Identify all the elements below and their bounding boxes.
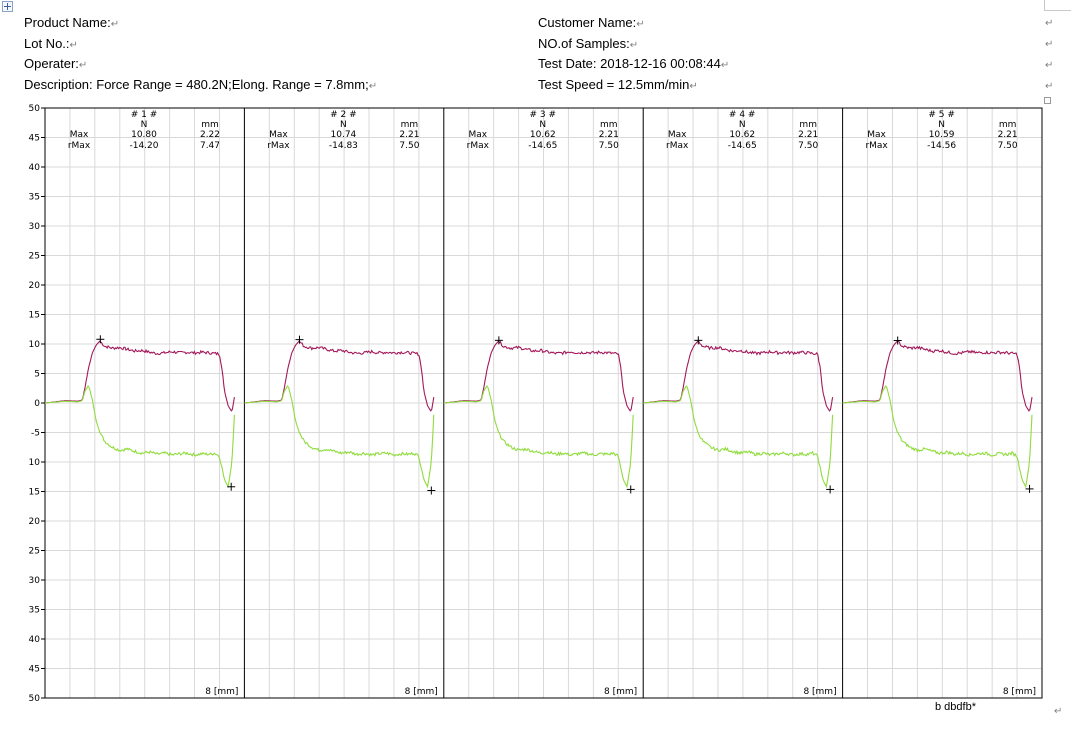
rmax-force-value: -14.65 bbox=[528, 141, 557, 151]
y-tick-label: 20 bbox=[29, 517, 41, 527]
rmax-label: rMax bbox=[267, 141, 290, 151]
y-tick-label: -5 bbox=[31, 429, 40, 439]
force-curve bbox=[842, 340, 1033, 412]
force-unit: N bbox=[938, 120, 945, 130]
y-tick-label: 10 bbox=[29, 340, 41, 350]
y-tick-label: 5 bbox=[34, 370, 40, 380]
rmax-elong-value: 7.50 bbox=[399, 141, 419, 151]
max-elong-value: 2.21 bbox=[399, 130, 419, 140]
lot-no-label: Lot No.:↵ bbox=[24, 36, 78, 51]
rmax-elong-value: 7.50 bbox=[599, 141, 619, 151]
green-curve bbox=[244, 384, 435, 489]
panel-title: # 1 # bbox=[131, 110, 158, 120]
force-unit: N bbox=[739, 120, 746, 130]
test-speed: Test Speed = 12.5mm/min↵ bbox=[538, 77, 698, 92]
y-tick-label: 45 bbox=[29, 134, 40, 144]
elong-unit: mm bbox=[999, 120, 1017, 130]
rmax-force-value: -14.56 bbox=[927, 141, 956, 151]
y-tick-label: 35 bbox=[29, 193, 40, 203]
y-tick-label: 50 bbox=[29, 694, 41, 704]
rmax-label: rMax bbox=[467, 141, 490, 151]
green-curve bbox=[44, 384, 235, 489]
para-mark: ↵ bbox=[1045, 18, 1054, 29]
max-force-value: 10.59 bbox=[929, 130, 955, 140]
max-label: Max bbox=[269, 130, 288, 140]
green-curve bbox=[643, 384, 834, 489]
max-label: Max bbox=[867, 130, 886, 140]
max-label: Max bbox=[668, 130, 687, 140]
description: Description: Force Range = 480.2N;Elong.… bbox=[24, 77, 378, 92]
panel-title: # 3 # bbox=[530, 110, 557, 120]
y-tick-label: 15 bbox=[29, 311, 40, 321]
force-unit: N bbox=[340, 120, 347, 130]
para-mark: ↵ bbox=[1045, 81, 1054, 92]
rmax-elong-value: 7.47 bbox=[200, 141, 220, 151]
y-tick-label: 45 bbox=[29, 665, 40, 675]
x-axis-label: 8 [mm] bbox=[205, 687, 238, 697]
max-elong-value: 2.21 bbox=[798, 130, 818, 140]
operater-label: Operater:↵ bbox=[24, 56, 88, 71]
force-curve bbox=[244, 340, 435, 412]
max-force-value: 10.62 bbox=[530, 130, 556, 140]
page-corner-mark bbox=[1044, 0, 1071, 11]
product-name-label: Product Name:↵ bbox=[24, 15, 120, 30]
green-curve bbox=[842, 384, 1033, 489]
y-tick-label: 15 bbox=[29, 488, 40, 498]
elong-unit: mm bbox=[799, 120, 817, 130]
max-force-value: 10.74 bbox=[331, 130, 357, 140]
para-mark: ↵ bbox=[1045, 60, 1054, 71]
customer-name-label: Customer Name:↵ bbox=[538, 15, 645, 30]
panel-title: # 2 # bbox=[330, 110, 357, 120]
y-tick-label: 25 bbox=[29, 252, 40, 262]
max-force-value: 10.62 bbox=[729, 130, 755, 140]
rmax-label: rMax bbox=[666, 141, 689, 151]
x-axis-label: 8 [mm] bbox=[1003, 687, 1036, 697]
x-axis-label: 8 [mm] bbox=[405, 687, 438, 697]
max-elong-value: 2.22 bbox=[200, 130, 220, 140]
panel-title: # 4 # bbox=[729, 110, 756, 120]
rmax-force-value: -14.65 bbox=[728, 141, 757, 151]
rmax-force-value: -14.83 bbox=[329, 141, 358, 151]
y-tick-label: 10 bbox=[29, 458, 41, 468]
max-elong-value: 2.21 bbox=[599, 130, 619, 140]
max-label: Max bbox=[70, 130, 89, 140]
y-tick-label: 35 bbox=[29, 606, 40, 616]
elong-unit: mm bbox=[201, 120, 219, 130]
elong-unit: mm bbox=[401, 120, 419, 130]
x-axis-label: 8 [mm] bbox=[604, 687, 637, 697]
y-tick-label: 30 bbox=[29, 576, 41, 586]
rmax-elong-value: 7.50 bbox=[798, 141, 818, 151]
y-tick-label: 25 bbox=[29, 547, 40, 557]
para-mark: ↵ bbox=[1054, 706, 1063, 717]
y-tick-label: 40 bbox=[29, 635, 41, 645]
rmax-label: rMax bbox=[865, 141, 888, 151]
force-curve bbox=[643, 340, 834, 412]
max-elong-value: 2.21 bbox=[998, 130, 1018, 140]
force-curve bbox=[44, 340, 235, 412]
y-tick-label: 50 bbox=[29, 104, 41, 114]
panel-title: # 5 # bbox=[928, 110, 955, 120]
para-mark: ↵ bbox=[1045, 39, 1054, 50]
elong-unit: mm bbox=[600, 120, 618, 130]
footer-text: b dbdfb* bbox=[935, 701, 976, 713]
force-unit: N bbox=[141, 120, 148, 130]
x-axis-label: 8 [mm] bbox=[803, 687, 836, 697]
samples-label: NO.of Samples:↵ bbox=[538, 36, 639, 51]
y-tick-label: 0 bbox=[34, 399, 40, 409]
force-curve bbox=[443, 340, 634, 412]
rmax-elong-value: 7.50 bbox=[998, 141, 1018, 151]
force-unit: N bbox=[539, 120, 546, 130]
max-label: Max bbox=[468, 130, 487, 140]
test-date: Test Date: 2018-12-16 00:08:44↵ bbox=[538, 56, 730, 71]
y-tick-label: 30 bbox=[29, 222, 41, 232]
table-resize-handle[interactable] bbox=[1044, 97, 1051, 104]
max-force-value: 10.80 bbox=[131, 130, 157, 140]
y-tick-label: 20 bbox=[29, 281, 41, 291]
y-tick-label: 40 bbox=[29, 163, 41, 173]
rmax-force-value: -14.20 bbox=[129, 141, 158, 151]
table-anchor-icon[interactable] bbox=[2, 1, 13, 12]
green-curve bbox=[443, 384, 634, 489]
rmax-label: rMax bbox=[68, 141, 91, 151]
